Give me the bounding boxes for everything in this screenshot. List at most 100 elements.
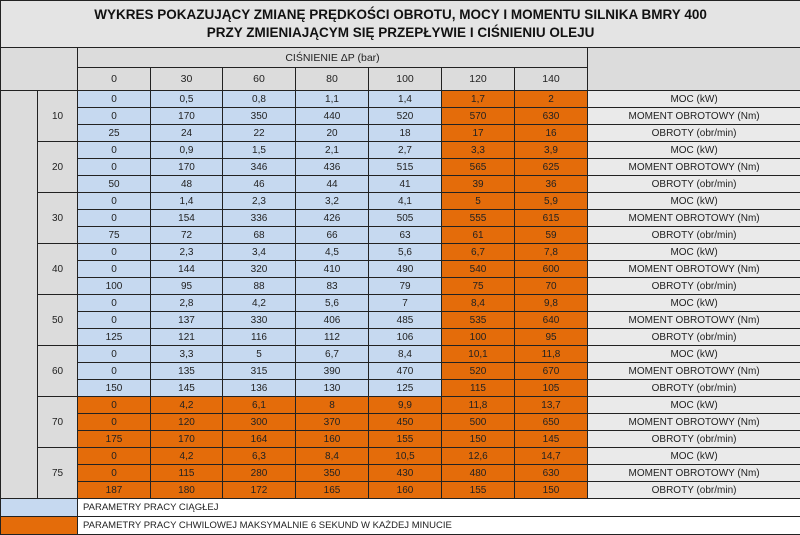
row-label: MOMENT OBROTOWY (Nm) [588,210,800,227]
value-cell: 315 [223,363,296,380]
value-cell: 187 [78,482,151,499]
value-cell: 72 [151,227,223,244]
flow-value: 75 [38,448,78,499]
value-cell: 520 [369,108,442,125]
value-cell: 4,2 [223,295,296,312]
value-cell: 3,9 [515,142,588,159]
value-cell: 3,3 [442,142,515,159]
value-cell: 14,7 [515,448,588,465]
value-cell: 135 [151,363,223,380]
value-cell: 555 [442,210,515,227]
value-cell: 100 [442,329,515,346]
value-cell: 440 [296,108,369,125]
pressure-column-header: 60 [223,68,296,91]
value-cell: 630 [515,465,588,482]
value-cell: 8 [296,397,369,414]
value-cell: 330 [223,312,296,329]
value-cell: 164 [223,431,296,448]
value-cell: 600 [515,261,588,278]
legend-text-continuous: PARAMETRY PRACY CIĄGŁEJ [78,499,800,517]
row-label: OBROTY (obr/min) [588,278,800,295]
pressure-column-header: 0 [78,68,151,91]
value-cell: 515 [369,159,442,176]
value-cell: 180 [151,482,223,499]
title-line-2: PRZY ZMIENIAJĄCYM SIĘ PRZEPŁYWIE I CIŚNI… [1,24,800,42]
value-cell: 480 [442,465,515,482]
value-cell: 0 [78,244,151,261]
value-cell: 70 [515,278,588,295]
value-cell: 13,7 [515,397,588,414]
value-cell: 24 [151,125,223,142]
value-cell: 154 [151,210,223,227]
row-label: MOC (kW) [588,295,800,312]
value-cell: 25 [78,125,151,142]
row-label: MOMENT OBROTOWY (Nm) [588,363,800,380]
row-label: MOC (kW) [588,448,800,465]
value-cell: 95 [515,329,588,346]
value-cell: 155 [369,431,442,448]
value-cell: 500 [442,414,515,431]
value-cell: 12,6 [442,448,515,465]
value-cell: 1,4 [151,193,223,210]
value-cell: 50 [78,176,151,193]
value-cell: 137 [151,312,223,329]
value-cell: 4,2 [151,397,223,414]
value-cell: 2 [515,91,588,108]
value-cell: 61 [442,227,515,244]
value-cell: 490 [369,261,442,278]
value-cell: 68 [223,227,296,244]
value-cell: 115 [442,380,515,397]
value-cell: 540 [442,261,515,278]
value-cell: 11,8 [515,346,588,363]
value-cell: 165 [296,482,369,499]
value-cell: 320 [223,261,296,278]
value-cell: 505 [369,210,442,227]
flow-value: 60 [38,346,78,397]
value-cell: 7,8 [515,244,588,261]
value-cell: 2,3 [151,244,223,261]
value-cell: 130 [296,380,369,397]
value-cell: 0 [78,142,151,159]
value-cell: 2,3 [223,193,296,210]
legend-row-intermittent: PARAMETRY PRACY CHWILOWEJ MAKSYMALNIE 6 … [1,517,800,535]
value-cell: 175 [78,431,151,448]
value-cell: 75 [78,227,151,244]
value-cell: 0 [78,363,151,380]
value-cell: 1,5 [223,142,296,159]
value-cell: 0 [78,448,151,465]
value-cell: 0 [78,465,151,482]
value-cell: 4,5 [296,244,369,261]
value-cell: 6,7 [442,244,515,261]
value-cell: 280 [223,465,296,482]
value-cell: 125 [369,380,442,397]
value-cell: 4,1 [369,193,442,210]
value-cell: 36 [515,176,588,193]
value-cell: 66 [296,227,369,244]
value-cell: 300 [223,414,296,431]
corner-cell [1,48,78,91]
value-cell: 570 [442,108,515,125]
table-title: WYKRES POKAZUJĄCY ZMIANĘ PRĘDKOŚCI OBROT… [1,1,800,48]
value-cell: 11,8 [442,397,515,414]
row-label: MOMENT OBROTOWY (Nm) [588,465,800,482]
value-cell: 5 [223,346,296,363]
row-label: MOMENT OBROTOWY (Nm) [588,312,800,329]
row-label: OBROTY (obr/min) [588,125,800,142]
value-cell: 640 [515,312,588,329]
value-cell: 105 [515,380,588,397]
value-cell: 20 [296,125,369,142]
value-cell: 1,4 [369,91,442,108]
